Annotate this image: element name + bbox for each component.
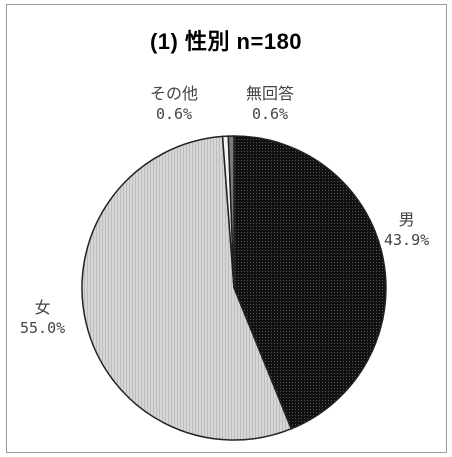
slice-percent: 0.6%	[251, 105, 289, 123]
slice-percent: 43.9%	[384, 231, 430, 249]
slice-name: 無回答	[246, 84, 295, 103]
slice-label-male: 男 43.9%	[384, 210, 429, 250]
slice-name: 男	[398, 210, 415, 229]
slice-no-answer	[227, 135, 235, 289]
slice-label-female: 女 55.0%	[20, 298, 65, 338]
slice-percent: 55.0%	[20, 319, 66, 337]
chart-title: (1) 性別 n=180	[149, 29, 303, 54]
slice-name: 女	[34, 298, 51, 317]
slice-male	[233, 135, 387, 430]
slice-percent: 0.6%	[155, 105, 193, 123]
slice-name: その他	[150, 84, 199, 103]
slice-female	[81, 135, 293, 441]
slice-label-other: その他 0.6%	[150, 84, 198, 124]
slice-label-no-answer: 無回答 0.6%	[246, 84, 294, 124]
